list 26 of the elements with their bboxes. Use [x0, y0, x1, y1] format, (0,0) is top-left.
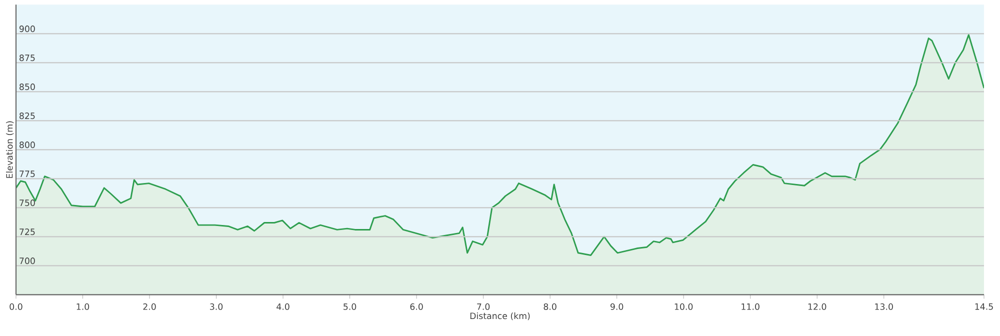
x-tick-label: 12.0 — [808, 303, 826, 310]
x-tick-label: 5.0 — [344, 303, 356, 310]
x-tick-label: 6.0 — [410, 303, 423, 310]
x-tick-label: 11.0 — [742, 303, 760, 310]
x-tick-label: 7.0 — [477, 303, 490, 310]
y-tick-label: 825 — [20, 112, 35, 120]
x-axis-title: Distance (km) — [470, 312, 530, 320]
y-tick-label: 850 — [20, 84, 35, 90]
y-tick-label: 875 — [20, 54, 35, 62]
y-tick-label: 775 — [20, 170, 35, 178]
x-tick-label: 3.0 — [210, 303, 223, 310]
x-tick-label: 8.0 — [544, 303, 556, 310]
y-tick-label: 800 — [20, 142, 35, 148]
y-tick-label: 700 — [20, 258, 35, 264]
y-tick-label: 725 — [20, 228, 35, 236]
x-tick-label: 2.0 — [143, 303, 156, 310]
y-axis-title: Elevation (m) — [6, 121, 14, 178]
x-tick-label: 4.0 — [276, 303, 290, 310]
x-tick-label: 10.0 — [674, 303, 693, 310]
x-tick-label: 14.5 — [975, 303, 993, 310]
x-tick-label: 9.0 — [610, 303, 624, 310]
x-tick-label: 0.0 — [10, 303, 22, 310]
x-tick-label: 1.0 — [76, 303, 90, 310]
y-tick-label: 750 — [20, 200, 35, 206]
y-tick-label: 900 — [19, 26, 35, 32]
x-tick-label: 13.0 — [875, 303, 893, 310]
